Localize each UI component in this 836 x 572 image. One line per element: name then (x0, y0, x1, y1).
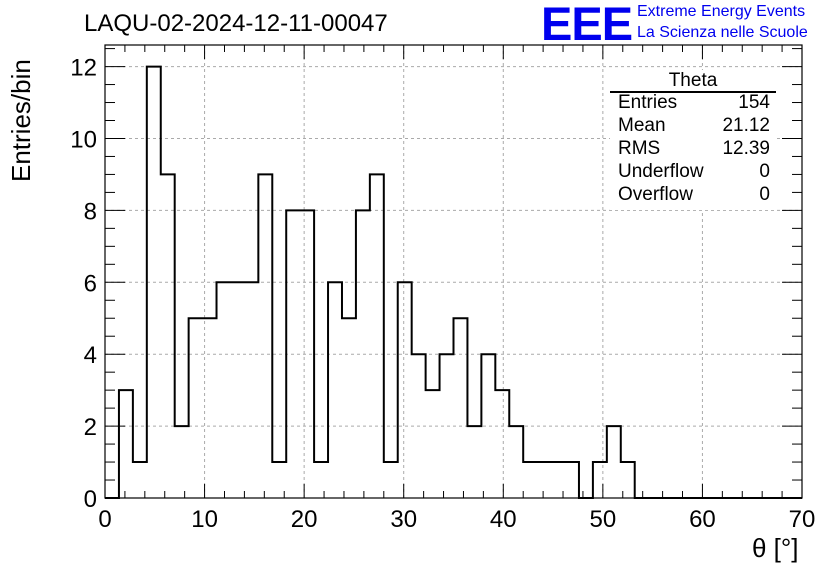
x-tick-label: 50 (590, 506, 617, 533)
y-tick-label: 4 (84, 342, 97, 369)
stats-row-rms: RMS 12.39 (618, 138, 770, 160)
y-tick-label: 6 (84, 270, 97, 297)
x-tick-label: 20 (291, 506, 318, 533)
stats-row-entries: Entries 154 (618, 92, 770, 114)
y-tick-label: 8 (84, 198, 97, 225)
stats-label: Entries (618, 92, 678, 113)
eee-logo: EEE (541, 0, 633, 50)
histogram-series (105, 65, 802, 499)
stats-label: Mean (618, 115, 666, 136)
stats-header: Theta (668, 70, 718, 91)
logo-text-line1: Extreme Energy Events (637, 3, 806, 20)
stats-value: 12.39 (722, 138, 770, 159)
stats-label: Underflow (618, 161, 704, 182)
x-tick-label: 10 (191, 506, 218, 533)
stats-value: 154 (738, 92, 770, 113)
stats-label: RMS (618, 138, 661, 159)
stats-value: 0 (759, 161, 770, 182)
x-tick-label: 70 (789, 506, 816, 533)
y-tick-label: 10 (70, 126, 97, 153)
chart-title: LAQU-02-2024-12-11-00047 (84, 10, 388, 37)
plot-frame (104, 44, 803, 499)
x-tick-label: 0 (98, 506, 111, 533)
stats-value: 0 (759, 184, 770, 205)
x-tick-label: 40 (490, 506, 517, 533)
stats-row-underflow: Underflow 0 (618, 161, 770, 183)
stats-box: Theta Entries 154 Mean 21.12 RMS 12.39 U… (610, 70, 776, 210)
x-tick-label: 60 (689, 506, 716, 533)
stats-row-mean: Mean 21.12 (618, 115, 770, 137)
y-tick-label: 12 (70, 55, 97, 82)
stats-value: 21.12 (722, 115, 770, 136)
stats-divider (610, 91, 776, 93)
x-tick-label: 30 (390, 506, 417, 533)
x-axis-label: θ [°] (752, 533, 799, 563)
stats-label: Overflow (618, 184, 693, 205)
logo-text-line2: La Scienza nelle Scuole (637, 24, 808, 41)
stats-row-overflow: Overflow 0 (618, 184, 770, 206)
y-tick-label: 0 (84, 486, 97, 513)
y-tick-label: 2 (84, 414, 97, 441)
